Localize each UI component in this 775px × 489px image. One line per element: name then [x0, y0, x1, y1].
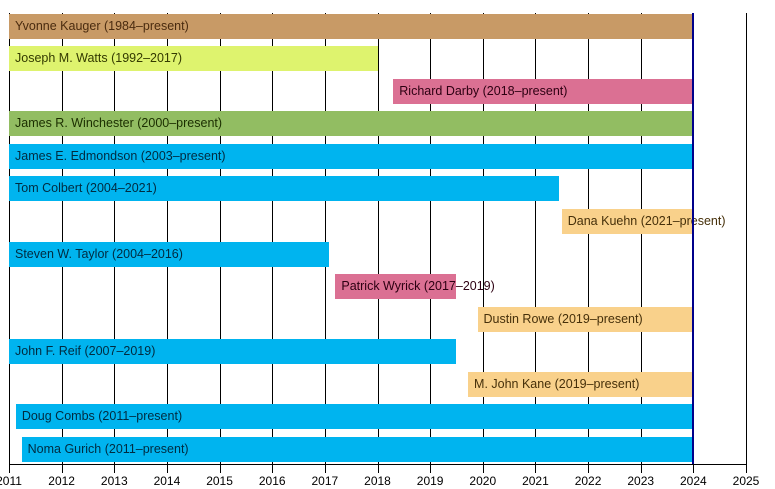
gridline-2023 [640, 13, 642, 464]
x-tick-label-2012: 2012 [48, 474, 75, 488]
x-tick-2013 [114, 465, 116, 473]
timeline-bar-joseph-m-watts: Joseph M. Watts (1992–2017) [9, 46, 378, 72]
timeline-bar-steven-w-taylor: Steven W. Taylor (2004–2016) [9, 241, 329, 267]
gridline-2017 [324, 13, 326, 464]
x-tick-2015 [219, 465, 221, 473]
gridline-2025 [746, 13, 747, 464]
x-tick-2023 [640, 465, 642, 473]
timeline-bar-yvonne-kauger: Yvonne Kauger (1984–present) [9, 13, 694, 39]
x-axis-line [9, 464, 747, 465]
timeline-bar-james-r-winchester: James R. Winchester (2000–present) [9, 111, 694, 137]
gridline-2014 [166, 13, 168, 464]
x-tick-2018 [377, 465, 379, 473]
gridline-2016 [272, 13, 274, 464]
timeline-bar-james-e-edmondson: James E. Edmondson (2003–present) [9, 143, 694, 169]
plot-area: Yvonne Kauger (1984–present) Joseph M. Wa… [9, 10, 747, 464]
gridline-2013 [114, 13, 116, 464]
x-tick-2021 [535, 465, 537, 473]
x-tick-2014 [166, 465, 168, 473]
timeline-bar-label-richard-darby: Richard Darby (2018–present) [399, 83, 568, 98]
x-tick-label-2011: 2011 [0, 474, 22, 488]
x-tick-2012 [61, 465, 63, 473]
gridline-2011 [9, 13, 10, 464]
gridline-2020 [482, 13, 484, 464]
timeline-bar-label-james-e-edmondson: James E. Edmondson (2003–present) [15, 148, 226, 163]
x-tick-label-2022: 2022 [574, 474, 602, 488]
timeline-bar-label-m-john-kane: M. John Kane (2019–present) [474, 376, 640, 391]
gridline-2015 [219, 13, 221, 464]
gridline-2012 [61, 13, 63, 464]
timeline-bar-patrick-wyrick: Patrick Wyrick (2017–2019) [335, 274, 495, 300]
x-tick-label-2016: 2016 [258, 474, 286, 488]
x-tick-2017 [324, 465, 326, 473]
x-tick-label-2025: 2025 [732, 474, 760, 488]
x-tick-label-2018: 2018 [364, 474, 391, 488]
timeline-bar-doug-combs: Doug Combs (2011–present) [15, 404, 694, 430]
gridline-2021 [535, 13, 537, 464]
x-tick-label-2020: 2020 [469, 474, 497, 488]
gridline-2022 [588, 13, 590, 464]
x-tick-label-2024: 2024 [679, 474, 707, 488]
timeline-bar-label-dana-kuehn: Dana Kuehn (2021–present) [567, 213, 726, 228]
timeline-bar-label-dustin-rowe: Dustin Rowe (2019–present) [483, 311, 643, 326]
x-tick-2025 [746, 465, 747, 473]
timeline-bar-dana-kuehn: Dana Kuehn (2021–present) [561, 208, 726, 234]
x-tick-label-2017: 2017 [311, 474, 339, 488]
timeline-bar-richard-darby: Richard Darby (2018–present) [393, 78, 694, 104]
timeline-bar-label-patrick-wyrick: Patrick Wyrick (2017–2019) [341, 279, 495, 294]
x-tick-2020 [482, 465, 484, 473]
x-tick-2019 [430, 465, 432, 473]
timeline-bar-john-f-reif: John F. Reif (2007–2019) [9, 339, 457, 365]
gridline-2019 [430, 13, 432, 464]
timeline-bar-label-steven-w-taylor: Steven W. Taylor (2004–2016) [15, 246, 183, 261]
timeline-bar-tom-colbert: Tom Colbert (2004–2021) [9, 176, 560, 202]
timeline-bar-label-yvonne-kauger: Yvonne Kauger (1984–present) [15, 18, 189, 33]
x-tick-label-2014: 2014 [153, 474, 181, 488]
x-tick-2024 [693, 465, 695, 473]
timeline-bar-label-james-r-winchester: James R. Winchester (2000–present) [15, 116, 223, 131]
timeline-bar-label-noma-gurich: Noma Gurich (2011–present) [27, 442, 189, 457]
today-line [692, 13, 695, 464]
gridline-2018 [377, 13, 379, 464]
x-tick-label-2013: 2013 [100, 474, 128, 488]
x-tick-label-2021: 2021 [522, 474, 549, 488]
x-tick-2011 [9, 465, 10, 473]
x-tick-2016 [272, 465, 274, 473]
timeline-bar-label-joseph-m-watts: Joseph M. Watts (1992–2017) [15, 51, 182, 66]
x-tick-label-2023: 2023 [627, 474, 655, 488]
timeline-bar-dustin-rowe: Dustin Rowe (2019–present) [477, 306, 694, 332]
timeline-bar-noma-gurich: Noma Gurich (2011–present) [21, 437, 694, 463]
timeline-bar-label-john-f-reif: John F. Reif (2007–2019) [15, 344, 156, 359]
x-tick-2022 [588, 465, 590, 473]
timeline-bar-label-tom-colbert: Tom Colbert (2004–2021) [15, 181, 157, 196]
x-tick-label-2015: 2015 [206, 474, 233, 488]
timeline-bar-m-john-kane: M. John Kane (2019–present) [468, 371, 694, 397]
x-tick-label-2019: 2019 [416, 474, 444, 488]
timeline-bar-label-doug-combs: Doug Combs (2011–present) [21, 409, 183, 424]
